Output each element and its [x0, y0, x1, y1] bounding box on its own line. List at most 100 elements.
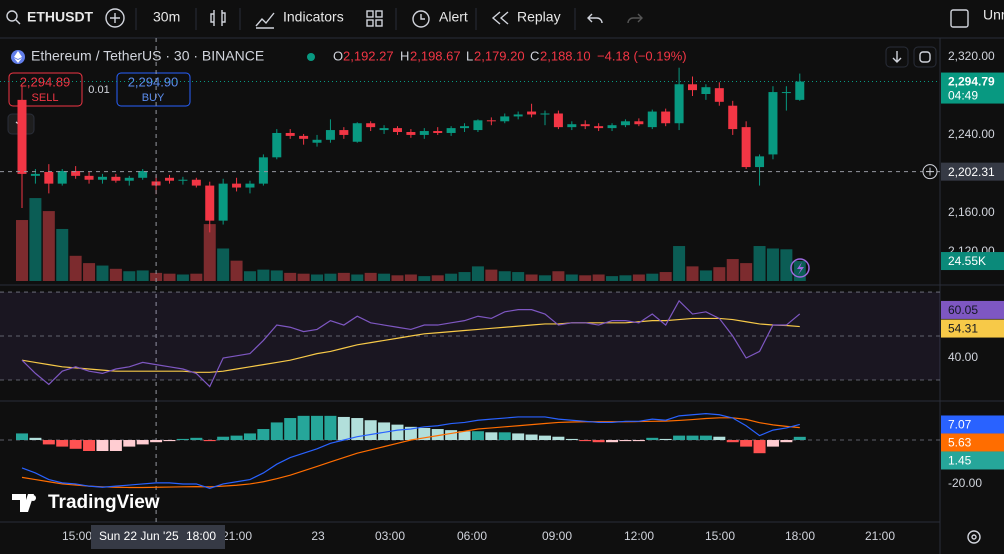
volume-bar — [217, 248, 230, 281]
crosshair-time-bg — [91, 525, 225, 549]
volume-bar — [592, 274, 605, 281]
histogram-bar — [753, 440, 766, 454]
histogram-bar — [311, 415, 324, 441]
volume-bar — [740, 263, 753, 281]
add-symbol-plus — [110, 13, 120, 23]
undo-button[interactable] — [587, 13, 603, 24]
crosshair-price-bg — [941, 162, 1004, 181]
histogram-bar — [512, 433, 525, 441]
histogram-bar — [780, 440, 793, 443]
candle-body — [714, 88, 724, 102]
last-price-tag — [941, 72, 1004, 104]
histogram-bar — [525, 434, 538, 441]
symbol[interactable]: ETHUSDT — [27, 9, 94, 25]
histogram-bar — [552, 436, 565, 441]
histogram-bar — [203, 440, 216, 442]
sell-button[interactable] — [8, 72, 83, 107]
candle-body — [30, 173, 40, 176]
volume-bar — [29, 198, 42, 281]
indicators-icon[interactable] — [255, 12, 275, 29]
volume-bar — [512, 272, 525, 281]
search-icon[interactable] — [6, 10, 18, 22]
volume-bar — [525, 274, 538, 281]
indicators-button[interactable]: Indicators — [283, 9, 344, 25]
histogram-bar — [766, 440, 779, 447]
layout-cell — [366, 19, 374, 27]
redo-button[interactable] — [627, 13, 643, 24]
candle-body — [795, 81, 805, 100]
alert-icon-hands — [420, 14, 425, 20]
alert-badge[interactable] — [790, 258, 810, 278]
replay-icon[interactable] — [491, 11, 509, 25]
histogram-bar — [257, 429, 270, 441]
histogram-bar — [337, 416, 350, 441]
volume-bar — [297, 273, 310, 281]
settings-button[interactable] — [967, 530, 981, 544]
checkbox[interactable] — [950, 9, 969, 28]
histogram-bar — [646, 437, 659, 441]
layouts-icon[interactable] — [366, 10, 383, 27]
buy-button[interactable] — [116, 72, 191, 107]
alert-icon[interactable] — [412, 10, 430, 28]
candle-body — [580, 124, 590, 127]
histogram-bar — [659, 438, 672, 441]
volume-bar — [203, 224, 216, 281]
candle-body — [392, 128, 402, 133]
candle-body — [460, 126, 470, 129]
volume-bar — [565, 274, 578, 281]
crosshair-date: Sun 22 Jun '25 — [99, 529, 179, 543]
candle-body — [768, 92, 778, 155]
replay-button[interactable]: Replay — [517, 9, 561, 25]
volume-bar — [471, 266, 484, 281]
volume-bar — [123, 271, 136, 281]
y-tick-label: 40.00 — [948, 350, 978, 364]
coin-icon-glyph — [14, 51, 22, 63]
macd-value-tag-bg — [941, 433, 1004, 452]
alert-button[interactable]: Alert — [439, 9, 468, 25]
candle-body — [366, 123, 376, 128]
candle-body — [232, 183, 242, 188]
histogram-bar — [632, 440, 645, 442]
volume-bar — [686, 266, 699, 281]
histogram-bar — [713, 436, 726, 441]
candle-body — [527, 111, 537, 115]
candle-body — [57, 170, 67, 184]
symbol-title[interactable]: Ethereum / TetherUS · 30 · BINANCE — [31, 48, 264, 64]
interval[interactable]: 30m — [153, 9, 180, 25]
candle-body — [245, 183, 255, 188]
histogram-bar — [391, 424, 404, 441]
add-symbol[interactable] — [105, 8, 125, 28]
candle-body — [594, 126, 604, 129]
histogram-bar — [230, 435, 243, 441]
toolbar-cutoff[interactable]: Unr — [983, 7, 1004, 23]
histogram-bar — [699, 435, 712, 441]
reset-button[interactable] — [913, 46, 937, 68]
volume-bar — [257, 269, 270, 281]
volume-bar — [538, 275, 551, 281]
x-tick-label: 06:00 — [457, 529, 487, 543]
y-tick-label: 2,160.00 — [948, 205, 995, 219]
candle-body — [111, 176, 121, 181]
add-alert-plus — [926, 167, 934, 176]
volume-bar — [646, 273, 659, 281]
histogram-bar — [740, 440, 753, 447]
volume-bar — [176, 274, 189, 281]
candle-body — [446, 128, 456, 133]
buy-price: 2,294.90 — [128, 74, 179, 89]
candle-body — [486, 120, 496, 122]
macd-value-tag: 5.63 — [948, 436, 972, 450]
y-tick-label: 2,240.00 — [948, 127, 995, 141]
trade-panel: 2,294.89 SELL 0.01 2,294.90 BUY — [7, 72, 191, 135]
candle-body — [701, 87, 711, 95]
chart-type-icon[interactable] — [210, 10, 226, 26]
histogram-bar — [109, 440, 122, 452]
candle-body — [218, 183, 228, 221]
volume-bar — [364, 272, 377, 281]
x-tick-label: 03:00 — [375, 529, 405, 543]
rsi-value-tag: 60.05 — [948, 303, 978, 317]
histogram-bar — [123, 440, 136, 447]
candle-body — [688, 84, 697, 91]
volume-bar — [485, 269, 498, 281]
volume-bar — [391, 275, 404, 281]
volume-bar — [284, 272, 297, 281]
